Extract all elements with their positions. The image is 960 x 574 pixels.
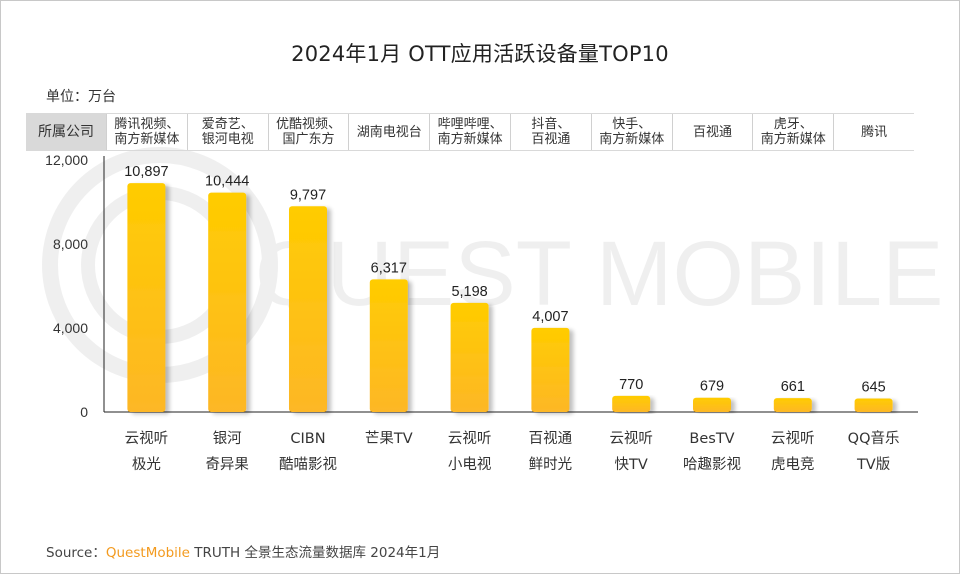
- bar-value-label: 6,317: [371, 260, 407, 276]
- y-tick-label: 4,000: [53, 320, 88, 336]
- bar-value-label: 5,198: [451, 284, 487, 300]
- x-tick-label: 极光: [132, 456, 161, 473]
- bar: [289, 206, 327, 412]
- company-cell: 腾讯: [833, 114, 914, 150]
- bar-value-label: 679: [700, 379, 724, 395]
- bar: [612, 395, 651, 412]
- y-tick-label: 12,000: [45, 152, 88, 168]
- company-cell: 虎牙、 南方新媒体: [752, 114, 833, 150]
- watermark-text: QUEST MOBILE: [255, 223, 943, 325]
- bar: [854, 398, 893, 412]
- company-cell: 抖音、 百视通: [510, 114, 591, 150]
- source-note: Source：QuestMobile TRUTH 全景生态流量数据库 2024年…: [46, 541, 440, 561]
- company-cell: 优酷视频、 国广东方: [267, 114, 349, 150]
- bars: 10,897 10,444 9,797 6,317 5,198 4,007 770 679 66…: [124, 164, 893, 412]
- company-cell: 百视通: [671, 114, 753, 150]
- x-tick-label: 银河: [213, 430, 242, 447]
- source-brand: QuestMobile: [105, 545, 190, 561]
- company-header: 所属公司: [26, 114, 106, 150]
- x-tick-label: 哈趣影视: [683, 456, 741, 473]
- bar-value-label: 10,444: [205, 174, 249, 190]
- unit-label: 单位：万台: [46, 89, 116, 105]
- x-tick-label: 虎电竞: [771, 455, 815, 473]
- x-tick-label: 奇异果: [205, 456, 249, 473]
- x-tick-label: QQ音乐: [848, 430, 900, 447]
- x-tick-label: 小电视: [448, 456, 492, 473]
- x-tick-label: 芒果TV: [365, 430, 413, 447]
- bar-value-label: 9,797: [290, 187, 326, 203]
- bar: [773, 398, 812, 412]
- bar-value-label: 661: [781, 379, 805, 395]
- watermark: QUEST MOBILE: [42, 147, 943, 383]
- x-tick-label: 云视听: [125, 430, 169, 447]
- company-cell: 哔哩哔哩、 南方新媒体: [429, 114, 510, 150]
- y-tick-label: 0: [80, 404, 88, 420]
- source-prefix: Source：: [46, 545, 106, 561]
- company-cell: 快手、 南方新媒体: [590, 114, 672, 150]
- bar: [208, 192, 247, 412]
- x-tick-label: CIBN: [290, 431, 325, 447]
- y-tick-label: 8,000: [53, 236, 88, 252]
- x-tick-label: BesTV: [689, 431, 734, 447]
- bar-value-label: 770: [619, 377, 643, 393]
- bar: [450, 302, 489, 412]
- x-tick-label: 云视听: [609, 430, 653, 447]
- bar-value-label: 10,897: [124, 164, 168, 180]
- company-cell: 爱奇艺、 银河电视: [186, 114, 268, 150]
- chart-title: 2024年1月 OTT应用活跃设备量TOP10: [291, 42, 669, 66]
- source-suffix: TRUTH 全景生态流量数据库 2024年1月: [189, 545, 441, 561]
- company-cell: 腾讯视频、 南方新媒体: [106, 114, 187, 150]
- bar: [693, 397, 731, 412]
- x-tick-label: 酷喵影视: [279, 456, 337, 473]
- x-tick-label: 鲜时光: [529, 456, 573, 473]
- company-cell: 湖南电视台: [348, 114, 429, 150]
- bar: [531, 327, 570, 412]
- bar: [127, 183, 166, 412]
- x-tick-label: 云视听: [448, 430, 492, 447]
- bar-value-label: 4,007: [532, 309, 568, 325]
- bar-value-label: 645: [861, 379, 885, 395]
- x-tick-label: 快TV: [615, 456, 648, 473]
- x-tick-label: 百视通: [529, 430, 573, 447]
- x-tick-label: TV版: [856, 456, 890, 473]
- x-tick-label: 云视听: [771, 430, 815, 447]
- company-table: 所属公司 腾讯视频、 南方新媒体 爱奇艺、 银河电视 优酷视频、 国广东方 湖南电视台…: [26, 113, 914, 151]
- bar: [369, 279, 408, 412]
